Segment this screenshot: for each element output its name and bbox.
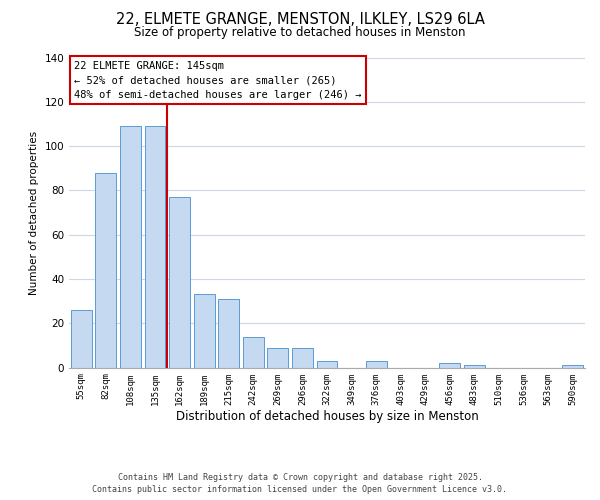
X-axis label: Distribution of detached houses by size in Menston: Distribution of detached houses by size …	[176, 410, 478, 423]
Bar	[95, 172, 116, 368]
Bar	[218, 299, 239, 368]
Text: Contains HM Land Registry data © Crown copyright and database right 2025.
Contai: Contains HM Land Registry data © Crown c…	[92, 472, 508, 494]
Text: 22 ELMETE GRANGE: 145sqm
← 52% of detached houses are smaller (265)
48% of semi-: 22 ELMETE GRANGE: 145sqm ← 52% of detach…	[74, 60, 362, 100]
Text: Size of property relative to detached houses in Menston: Size of property relative to detached ho…	[134, 26, 466, 39]
Bar	[194, 294, 215, 368]
Bar	[71, 310, 92, 368]
Bar	[464, 366, 485, 368]
Bar	[145, 126, 166, 368]
Bar	[120, 126, 141, 368]
Bar	[268, 348, 289, 368]
Bar	[365, 361, 386, 368]
Bar	[292, 348, 313, 368]
Bar	[439, 363, 460, 368]
Text: 22, ELMETE GRANGE, MENSTON, ILKLEY, LS29 6LA: 22, ELMETE GRANGE, MENSTON, ILKLEY, LS29…	[116, 12, 484, 28]
Bar	[562, 366, 583, 368]
Y-axis label: Number of detached properties: Number of detached properties	[29, 130, 39, 294]
Bar	[169, 197, 190, 368]
Bar	[243, 336, 264, 368]
Bar	[317, 361, 337, 368]
